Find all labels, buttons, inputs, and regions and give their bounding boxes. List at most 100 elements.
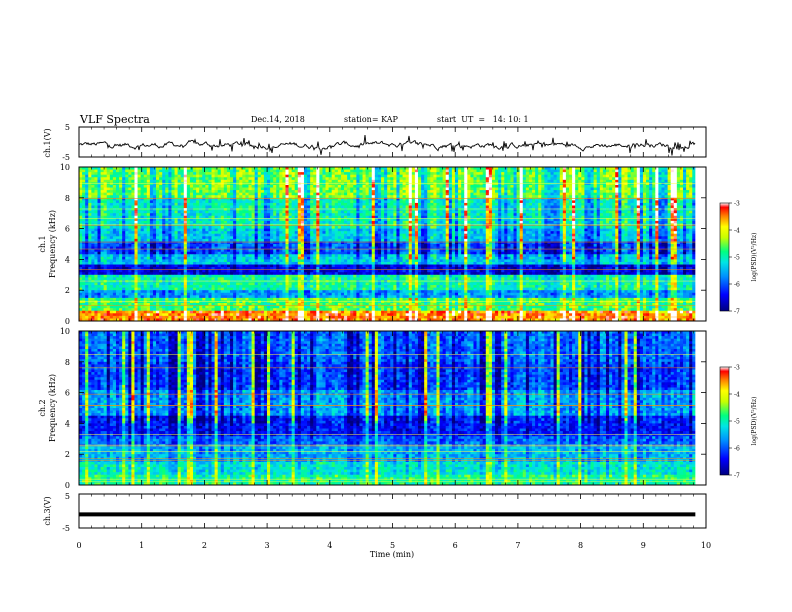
ch1-spec-cell — [365, 202, 370, 206]
ch1-spec-cell — [359, 218, 363, 222]
ch1-spec-cell — [618, 205, 622, 209]
ch1-spec-cell — [233, 215, 237, 219]
ch1-spec-cell — [664, 226, 668, 229]
ch1-spec-cell — [356, 172, 360, 176]
ch1-spec-cell — [448, 195, 453, 199]
ch1-spec-cell — [230, 179, 234, 183]
ch1-spec-cell — [291, 192, 296, 196]
ch1-spec-cell — [572, 213, 576, 217]
ch1-spec-cell — [180, 228, 185, 232]
ch1-spec-cell — [270, 205, 274, 209]
ch1-spec-cell — [134, 192, 138, 196]
ch1-spec-cell — [189, 220, 194, 224]
ch1-spec-cell — [122, 202, 126, 206]
ch1-spec-cell — [427, 223, 431, 227]
ch1-spec-cell — [193, 218, 197, 222]
ch1-spec-cell — [137, 200, 142, 204]
ch1-spec-cell — [156, 210, 160, 214]
ch1-spec-cell — [559, 174, 564, 178]
ch1-spec-cell — [140, 172, 145, 176]
ch1-spec-cell — [655, 195, 659, 199]
ch1-spec-cell — [122, 172, 126, 176]
ch1-spec-cell — [137, 197, 142, 201]
ch1-spec-cell — [214, 215, 219, 219]
ch1-spec-cell — [208, 192, 212, 196]
ch1-spec-cell — [417, 223, 422, 227]
ch1-spec-cell — [528, 172, 533, 176]
ch1-spec-cell — [115, 205, 120, 209]
ch1-spec-cell — [476, 167, 481, 170]
ch1-spec-cell — [602, 226, 607, 229]
ch1-spec-cell — [522, 184, 527, 188]
ch1-spec-cell — [285, 213, 289, 217]
ch1-spec-cell — [115, 190, 120, 194]
ch1-spec-cell — [547, 190, 551, 194]
ch1-spec-cell — [676, 210, 681, 214]
ch1-spec-cell — [125, 200, 129, 204]
ch1-spec-cell — [538, 187, 542, 191]
ch1-spec-cell — [202, 210, 206, 214]
ch1-spec-cell — [544, 197, 548, 201]
ch1-spec-cell — [652, 192, 656, 196]
ch1-spec-cell — [174, 167, 179, 170]
ch1-spec-cell — [211, 205, 215, 209]
ch1-spec-cell — [633, 202, 638, 206]
ch1-spec-cell — [522, 172, 527, 176]
ch1-spec-cell — [470, 210, 474, 214]
ch1-spec-cell — [451, 202, 456, 206]
ch1-spec-cell — [516, 169, 521, 173]
ch1-spec-cell — [310, 226, 314, 229]
ch1-spec-cell — [122, 197, 126, 201]
ch1-spec-cell — [605, 220, 610, 224]
ch1-spec-cell — [94, 202, 98, 206]
ch1-spec-cell — [430, 182, 434, 186]
ch1-spec-cell — [211, 174, 215, 178]
ch1-spec-cell — [112, 228, 117, 232]
ch1-spec-cell — [479, 182, 484, 186]
ch1-spec-cell — [263, 172, 268, 176]
ch1-spec-cell — [510, 190, 514, 194]
ch1-spec-cell — [433, 184, 437, 188]
ch1-spec-cell — [322, 167, 326, 170]
ch1-spec-cell — [427, 218, 431, 222]
ch1-spec-cell — [575, 169, 579, 173]
ch1-spec-cell — [602, 200, 607, 204]
ch1-spec-cell — [414, 184, 419, 188]
ch1-spec-cell — [408, 215, 413, 219]
ch1-spec-cell — [365, 220, 370, 224]
ch1-spec-cell — [565, 210, 570, 214]
ch1-spec-cell — [307, 205, 311, 209]
ch1-spec-cell — [165, 177, 169, 181]
ch1-spec-cell — [433, 195, 437, 199]
ch1-spec-cell — [605, 177, 610, 181]
ch1-spec-cell — [242, 184, 246, 188]
ch1-spec-cell — [140, 208, 145, 212]
ch1-spec-cell — [205, 182, 209, 186]
ch1-spec-cell — [353, 202, 357, 206]
ch1-spec-cell — [251, 208, 256, 212]
ch1-spec-cell — [128, 179, 132, 183]
ch1-spec-cell — [328, 226, 333, 229]
ch1-spec-cell — [328, 192, 333, 196]
ch1-spec-cell — [300, 226, 305, 229]
ch1-spec-cell — [661, 202, 665, 206]
ch1-spec-cell — [541, 179, 545, 183]
ch1-spec-cell — [91, 223, 95, 227]
ch1-spec-cell — [122, 208, 126, 212]
ch1-spec-cell — [236, 210, 240, 214]
ch1-spec-cell — [421, 184, 425, 188]
ch1-spec-cell — [414, 208, 419, 212]
ch1-spec-cell — [593, 182, 598, 186]
ch1-spec-cell — [322, 179, 326, 183]
ch1-spec-cell — [186, 215, 191, 219]
ch1-spec-cell — [605, 223, 610, 227]
ch1-spec-cell — [519, 226, 524, 229]
ch1-spec-cell — [504, 197, 508, 201]
ch1-spec-cell — [377, 179, 382, 183]
ch1-spec-cell — [679, 226, 684, 229]
ch1-spec-cell — [233, 174, 237, 178]
ch1-spec-cell — [223, 169, 228, 173]
ch1-spec-cell — [559, 182, 564, 186]
ch1-spec-cell — [624, 177, 628, 181]
ch1-spec-cell — [642, 200, 647, 204]
